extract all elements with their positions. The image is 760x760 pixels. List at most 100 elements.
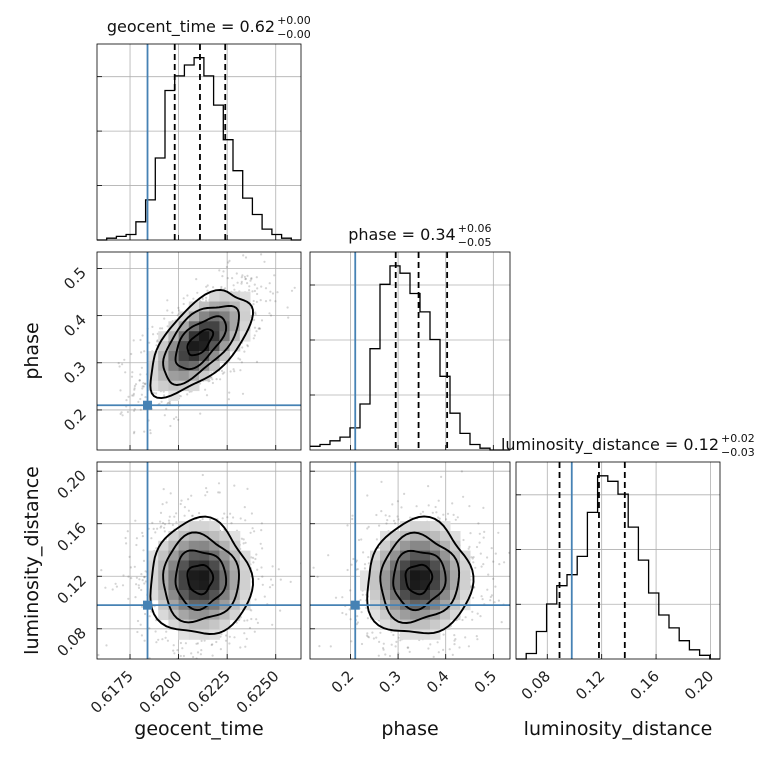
sample-point [148,657,151,659]
sample-point [464,616,467,619]
sample-point [259,542,262,545]
truth-marker [143,400,153,410]
sample-point [126,410,129,414]
density-cell [178,540,190,552]
sample-point [204,494,207,497]
density-cell [209,291,220,302]
sample-point [239,369,242,372]
density-cell [188,531,200,542]
sample-point [104,586,107,589]
density-cell [199,540,210,552]
sample-point [365,606,368,610]
density-cell [440,540,451,552]
sample-point [177,418,180,421]
density-cell [188,550,200,561]
contour-level-0 [186,564,215,596]
sample-point [140,366,143,369]
sample-point [350,563,353,566]
density-cell [229,341,241,352]
density-cell [199,370,210,382]
title-plus-geocent_time: +0.00 [277,14,311,27]
sample-point [483,530,486,534]
density-cell [229,531,241,542]
sample-point [432,655,435,659]
x-axis-label-luminosity_distance: luminosity_distance [524,718,713,740]
density-cell [199,570,210,581]
sample-point [469,532,472,535]
sample-point [154,531,157,534]
density-cell [158,550,169,561]
sample-point [149,429,152,432]
sample-point [267,248,269,250]
density-cell [148,550,159,561]
sample-point [427,647,430,650]
density-cell [219,291,231,302]
sample-point [243,632,246,635]
sample-point [392,519,396,522]
sample-point [137,400,140,403]
density-cell [370,560,381,571]
sample-point [269,314,273,317]
density-cell [410,550,421,561]
density-cell [420,521,431,532]
sample-point [163,523,167,526]
density-cell [229,580,241,591]
sample-point [329,645,332,648]
density-cell [199,521,210,532]
sample-point [144,396,147,399]
title-plus-phase: +0.06 [458,222,492,235]
y-axis-label-phase: phase [21,322,43,379]
sample-point [235,272,238,275]
sample-point [184,642,187,645]
sample-point [477,522,480,525]
density-cell [239,311,251,322]
sample-point [274,300,277,303]
sample-point [254,311,257,314]
y-tick-label: 0.5 [60,264,90,294]
sample-point [160,400,163,403]
sample-point [206,284,209,287]
sample-point [494,552,497,555]
density-cell [209,351,220,362]
sample-point [435,511,438,514]
sample-point [135,543,138,547]
density-cell [188,341,200,352]
sample-point [252,303,255,306]
sample-point [361,593,364,596]
sample-point [135,576,138,579]
sample-point [252,299,255,303]
sample-point [235,621,238,624]
density-panel-phase_vs_geocent_time [97,248,301,450]
sample-point [148,627,151,630]
sample-point [356,615,359,618]
sample-point [175,416,178,419]
sample-point [144,612,147,616]
sample-point [225,634,228,637]
density-cell [188,540,200,552]
sample-point [438,517,441,520]
sample-point [165,407,168,410]
sample-point [166,401,170,405]
density-cell [229,590,241,601]
sample-point [487,573,490,576]
sample-point [257,327,260,330]
contour-level-2 [162,531,240,624]
sample-point [363,563,367,566]
sample-point [279,609,282,612]
sample-point [185,663,187,665]
density-cell [168,531,180,542]
sample-point [141,535,144,538]
sample-point [190,514,194,518]
sample-point [160,525,163,528]
frame-layer [96,43,721,660]
density-cell [430,619,441,630]
sample-point [471,618,474,621]
density-cell [430,521,441,532]
sample-point [472,556,475,559]
sample-point [135,537,138,540]
sample-point [403,492,406,495]
sample-point [378,524,381,527]
sample-point [346,524,349,527]
sample-point [261,547,264,550]
density-cell [209,331,220,342]
